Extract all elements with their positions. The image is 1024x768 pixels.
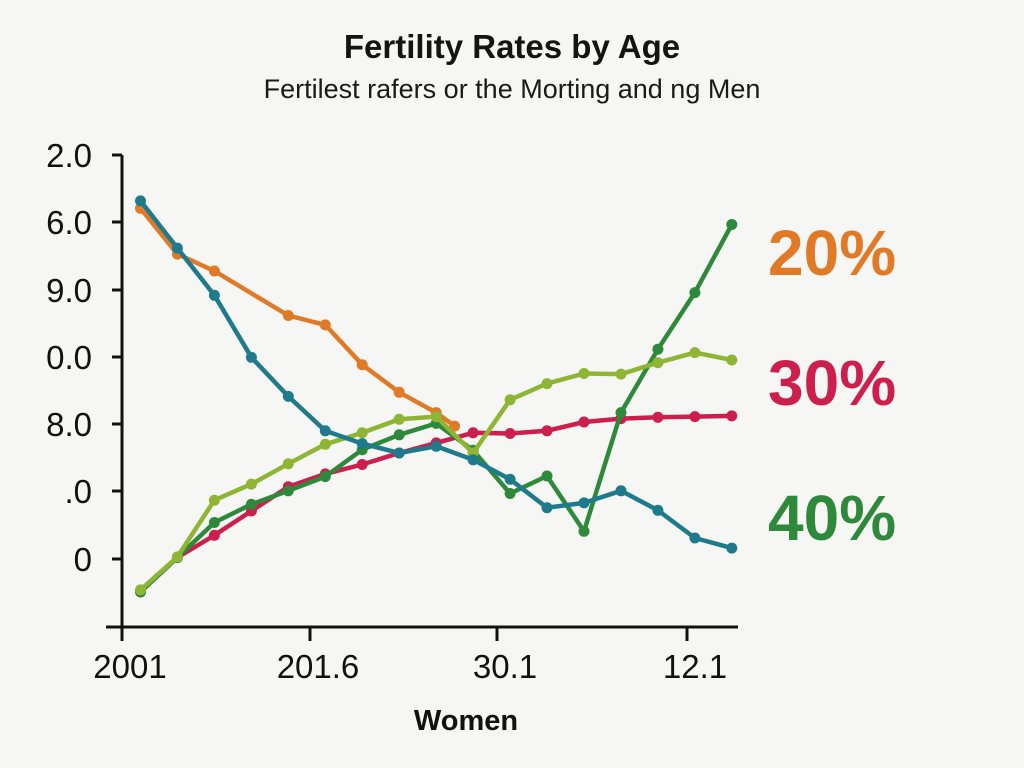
chart-title: Fertility Rates by Age (344, 28, 680, 65)
data-point (615, 368, 627, 380)
series-5 (135, 195, 738, 554)
x-tick-label: 30.1 (473, 648, 537, 685)
series-line (138, 206, 457, 429)
data-point (504, 473, 516, 485)
data-point (135, 584, 146, 596)
data-point (726, 219, 738, 230)
data-point (319, 438, 331, 450)
data-point (578, 525, 590, 537)
data-point (171, 551, 183, 563)
data-point (356, 427, 368, 439)
data-point (282, 390, 294, 402)
data-point (578, 416, 590, 428)
y-tick-label: 6.0 (46, 204, 92, 241)
data-point (449, 420, 461, 432)
data-point (578, 497, 590, 509)
x-tick-label: 2001 (93, 648, 166, 685)
data-point (504, 428, 516, 439)
data-point (615, 407, 627, 419)
data-point (393, 413, 405, 425)
data-point (282, 458, 294, 470)
data-point (689, 287, 701, 299)
data-point (208, 289, 220, 301)
data-point (467, 454, 479, 466)
data-point (689, 347, 701, 359)
data-point (726, 354, 738, 366)
data-point (208, 265, 220, 277)
data-point (282, 485, 294, 497)
data-point (689, 411, 701, 423)
data-point (356, 438, 368, 450)
data-point (393, 386, 405, 398)
data-point (615, 485, 627, 497)
data-point (319, 471, 331, 483)
data-point (652, 343, 664, 355)
chart-subtitle: Fertilest rafers or the Morting and ng M… (264, 74, 761, 104)
x-tick-label: 12.1 (663, 648, 727, 685)
data-point (541, 425, 553, 437)
data-point (430, 411, 442, 423)
y-tick-label: 8.0 (46, 406, 92, 443)
y-tick-label: 0 (74, 541, 92, 578)
series-layer (135, 195, 738, 598)
y-tick-label: .0 (64, 473, 92, 510)
data-point (282, 310, 294, 321)
data-point (245, 478, 257, 490)
y-tick-label: 9.0 (46, 272, 92, 309)
data-point (356, 459, 368, 470)
x-axis-label: Women (414, 705, 518, 737)
data-point (393, 447, 405, 459)
series-4 (135, 347, 738, 596)
data-point (726, 542, 738, 554)
data-point (356, 359, 368, 371)
data-point (504, 488, 516, 499)
data-point (245, 498, 257, 510)
annotation-label: 30% (768, 347, 896, 419)
x-axis: 2001 201.6 30.1 12.1 (93, 625, 738, 685)
annotation-layer: 20% 30% 40% (768, 217, 896, 554)
data-point (393, 429, 405, 441)
data-point (430, 440, 442, 452)
data-point (467, 427, 479, 439)
y-tick-label: 0.0 (46, 339, 92, 376)
data-point (541, 502, 553, 514)
data-point (171, 242, 183, 254)
series-line (138, 350, 735, 593)
data-point (208, 517, 220, 528)
data-point (245, 351, 257, 363)
data-point (652, 357, 664, 369)
data-point (541, 378, 553, 390)
series-1 (135, 202, 461, 432)
data-point (208, 494, 220, 506)
data-point (208, 529, 220, 541)
data-point (135, 195, 146, 207)
data-point (689, 532, 701, 544)
x-tick-label: 201.6 (277, 648, 360, 685)
data-point (504, 394, 516, 406)
data-point (541, 470, 553, 482)
data-point (578, 368, 590, 379)
annotation-label: 20% (768, 217, 896, 289)
annotation-label: 40% (768, 482, 896, 554)
data-point (652, 411, 664, 423)
data-point (319, 425, 331, 437)
data-point (726, 410, 738, 422)
data-point (319, 319, 331, 331)
y-axis: 2.0 6.0 9.0 0.0 8.0 .0 0 (46, 137, 124, 627)
y-tick-label: 2.0 (46, 137, 92, 174)
data-point (652, 504, 664, 516)
